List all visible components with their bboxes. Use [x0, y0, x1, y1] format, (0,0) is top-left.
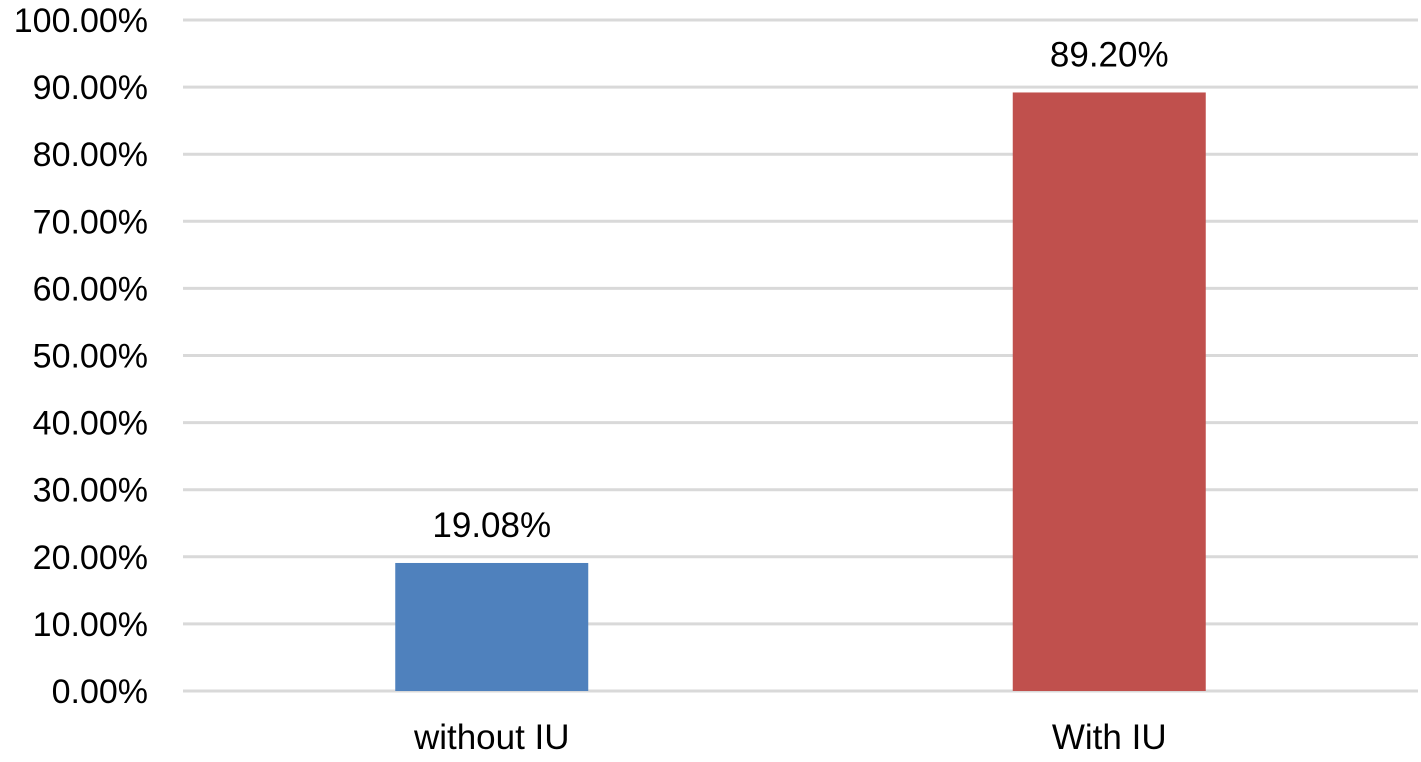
y-axis-tick-labels: 0.00% 10.00% 20.00% 30.00% 40.00% 50.00% 60.00… — [14, 2, 148, 711]
y-tick-label: 90.00% — [33, 69, 148, 107]
y-tick-label: 70.00% — [33, 203, 148, 241]
y-tick-label: 20.00% — [33, 539, 148, 577]
data-label: 89.20% — [1050, 35, 1169, 74]
data-labels: 19.08% 89.20% — [432, 35, 1168, 545]
y-tick-label: 40.00% — [33, 405, 148, 443]
x-category-label: With IU — [1052, 718, 1167, 757]
data-label: 19.08% — [432, 506, 551, 545]
y-tick-label: 60.00% — [33, 270, 148, 308]
x-axis-category-labels: without IU With IU — [413, 718, 1167, 757]
y-tick-label: 100.00% — [14, 2, 148, 40]
y-tick-label: 50.00% — [33, 338, 148, 376]
y-tick-label: 0.00% — [52, 673, 148, 711]
gridlines — [183, 18, 1418, 693]
bar — [395, 562, 589, 691]
bars — [395, 92, 1206, 691]
x-category-label: without IU — [413, 718, 570, 757]
y-tick-label: 30.00% — [33, 472, 148, 510]
y-tick-label: 80.00% — [33, 136, 148, 174]
bar — [1012, 92, 1206, 691]
y-tick-label: 10.00% — [33, 606, 148, 644]
